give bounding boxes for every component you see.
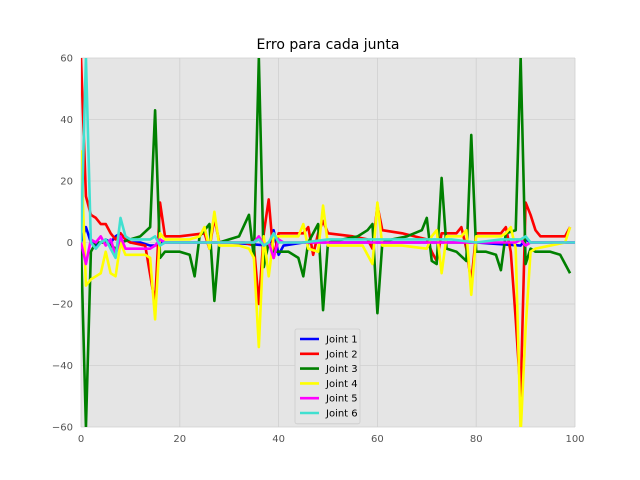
y-tick-label: −40 bbox=[52, 361, 73, 372]
series-lines bbox=[81, 58, 575, 427]
series-line-joint-6 bbox=[81, 58, 575, 260]
legend-label: Joint 3 bbox=[325, 364, 358, 375]
legend: Joint 1 Joint 2 Joint 3 Joint 4 Joint 5 Joint… bbox=[294, 328, 361, 425]
legend-label: Joint 6 bbox=[325, 409, 358, 420]
series-group bbox=[81, 58, 575, 427]
y-tick-label: 40 bbox=[60, 115, 73, 126]
y-tick-label: 0 bbox=[67, 238, 73, 249]
chart-title: Erro para cada junta bbox=[257, 37, 400, 53]
y-tick-label: −20 bbox=[52, 300, 73, 311]
x-tick-label: 40 bbox=[272, 434, 285, 445]
x-tick-label: 60 bbox=[371, 434, 384, 445]
y-tick-label: 60 bbox=[60, 54, 73, 65]
x-tick-label: 20 bbox=[173, 434, 186, 445]
legend-label: Joint 1 bbox=[325, 335, 358, 346]
legend-label: Joint 5 bbox=[325, 394, 358, 405]
x-tick-label: 100 bbox=[565, 434, 584, 445]
x-tick-label: 0 bbox=[78, 434, 84, 445]
y-tick-label: −60 bbox=[52, 423, 73, 434]
tick-labels: 0 20 40 60 80 100 −60 −40 −20 0 20 40 60 bbox=[52, 54, 585, 446]
y-tick-label: 20 bbox=[60, 177, 73, 188]
legend-label: Joint 2 bbox=[325, 349, 358, 360]
legend-label: Joint 4 bbox=[325, 379, 358, 390]
x-tick-label: 80 bbox=[470, 434, 483, 445]
series-line-joint-4 bbox=[81, 150, 572, 427]
